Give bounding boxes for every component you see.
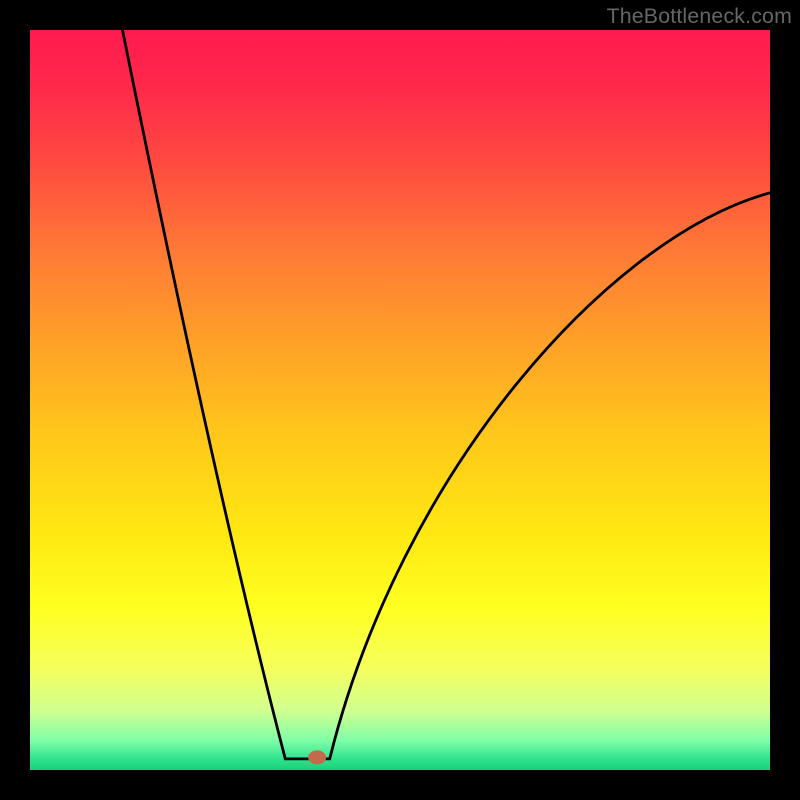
plot-svg [0, 0, 800, 800]
vertex-marker [308, 750, 326, 764]
chart-container: TheBottleneck.com [0, 0, 800, 800]
gradient-background [30, 30, 770, 770]
watermark-text: TheBottleneck.com [607, 4, 792, 29]
